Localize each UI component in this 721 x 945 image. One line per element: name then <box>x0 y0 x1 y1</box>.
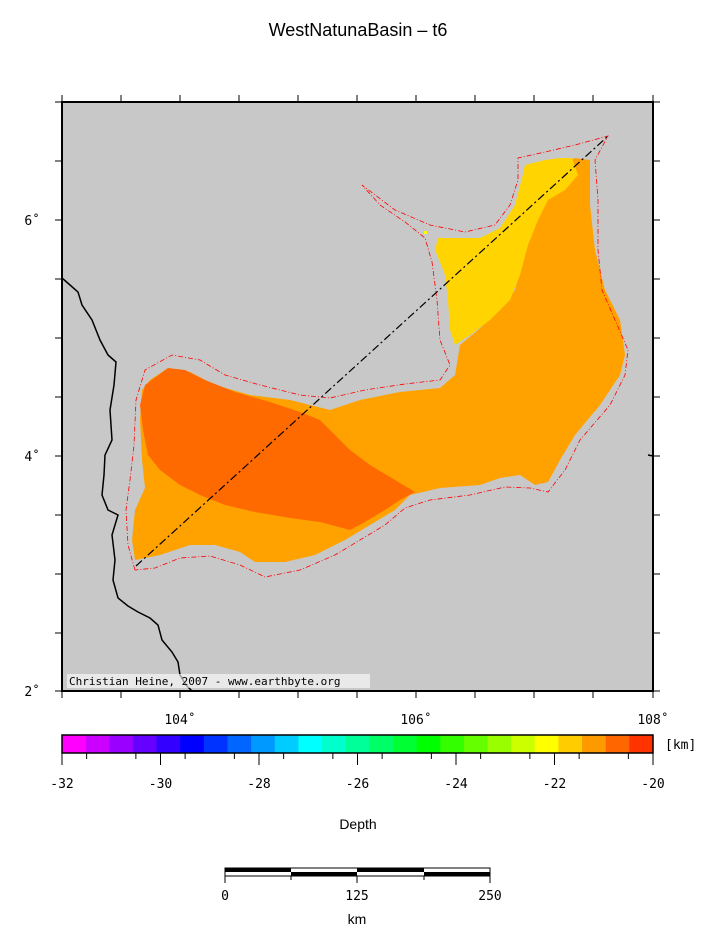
colorbar-cell <box>534 735 559 753</box>
colorbar-tick-label: -24 <box>444 777 468 792</box>
colorbar-cell <box>274 735 299 753</box>
lon-label-108: 108˚ <box>637 712 668 728</box>
profile-line <box>135 136 608 567</box>
colorbar-unit: [km] <box>665 738 696 753</box>
map-title: WestNatunaBasin – t6 <box>269 20 448 40</box>
scale-bar-seg-1 <box>225 868 291 872</box>
colorbar-cell <box>251 735 276 753</box>
colorbar-cell <box>629 735 654 753</box>
colorbar-cell <box>345 735 370 753</box>
colorbar-cell <box>440 735 465 753</box>
colorbar-cell <box>392 735 418 753</box>
colorbar-tick-label: -30 <box>149 777 172 792</box>
lon-label-104: 104˚ <box>164 712 195 728</box>
credit-background <box>67 674 370 688</box>
basin-outline <box>125 135 629 578</box>
colorbar-tick-label: -20 <box>641 777 664 792</box>
colorbar-tick-label: -22 <box>543 777 566 792</box>
colorbar-cell <box>582 735 607 753</box>
zone-spot <box>424 231 427 234</box>
coastline <box>61 277 193 692</box>
colorbar-labels: -32 -30 -28 -26 -24 -22 -20 <box>50 777 664 792</box>
lat-label-2: 2˚ <box>24 684 40 700</box>
scale-bar-seg-2 <box>291 872 357 876</box>
colorbar-tick-label: -32 <box>50 777 73 792</box>
colorbar <box>62 735 654 753</box>
colorbar-cell <box>62 735 87 753</box>
colorbar-cell <box>605 735 630 753</box>
colorbar-cell <box>203 735 228 753</box>
zone-shallow <box>435 158 578 345</box>
colorbar-cell <box>487 735 512 753</box>
colorbar-tick-label: -26 <box>346 777 369 792</box>
colorbar-cell <box>85 735 110 753</box>
credit-text: Christian Heine, 2007 - www.earthbyte.or… <box>69 675 341 688</box>
colorbar-cell <box>558 735 583 753</box>
colorbar-tick-label: -28 <box>247 777 270 792</box>
colorbar-cell <box>298 735 323 753</box>
scale-bar-seg-4 <box>424 872 490 876</box>
lat-label-6: 6˚ <box>24 213 40 229</box>
scale-label-0: 0 <box>221 889 229 904</box>
colorbar-cell <box>109 735 134 753</box>
lat-label-4: 4˚ <box>24 449 40 465</box>
colorbar-cell <box>511 735 536 753</box>
scale-unit: km <box>348 911 367 927</box>
lon-label-106: 106˚ <box>400 712 431 728</box>
frame-ticks <box>55 95 660 698</box>
colorbar-cell <box>463 735 489 753</box>
scale-label-250: 250 <box>478 889 501 904</box>
colorbar-cell <box>369 735 394 753</box>
colorbar-cell <box>156 735 181 753</box>
colorbar-cell <box>227 735 252 753</box>
colorbar-title: Depth <box>339 816 376 832</box>
colorbar-cell <box>416 735 441 753</box>
scale-bar-seg-3 <box>357 868 424 872</box>
basin-zones <box>132 158 625 562</box>
scale-label-125: 125 <box>345 889 368 904</box>
scale-bar <box>224 867 491 883</box>
colorbar-cell <box>180 735 205 753</box>
colorbar-ticks <box>61 753 654 765</box>
colorbar-cell <box>132 735 158 753</box>
zone-deep <box>140 368 415 530</box>
colorbar-cell <box>322 735 347 753</box>
